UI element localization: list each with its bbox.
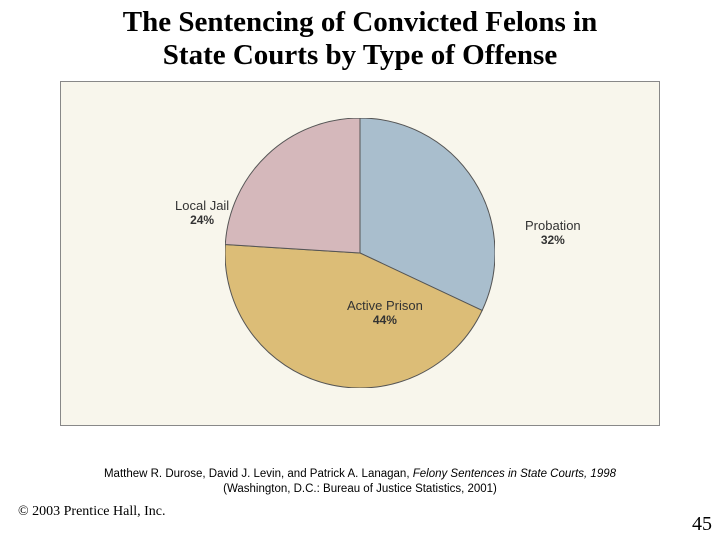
slice-label-pct: 32% bbox=[525, 233, 581, 247]
citation-work: Felony Sentences in State Courts, 1998 bbox=[413, 468, 616, 480]
pie-svg bbox=[225, 118, 495, 388]
citation: Matthew R. Durose, David J. Levin, and P… bbox=[0, 467, 720, 496]
title-line-1: The Sentencing of Convicted Felons in bbox=[123, 6, 598, 38]
pie-chart: Probation32%Active Prison44%Local Jail24… bbox=[225, 118, 495, 388]
slide-title: The Sentencing of Convicted Felons in St… bbox=[0, 0, 720, 77]
slice-label-text: Active Prison bbox=[347, 298, 423, 313]
copyright: © 2003 Prentice Hall, Inc. bbox=[18, 504, 166, 520]
slice-label-text: Local Jail bbox=[175, 198, 229, 213]
slice-label: Local Jail24% bbox=[175, 198, 229, 227]
title-line-2: State Courts by Type of Offense bbox=[163, 39, 557, 71]
chart-container: Probation32% Active Prison44% Local Jail24… bbox=[60, 81, 660, 426]
pie-slice bbox=[225, 118, 360, 253]
slice-label-text: Probation bbox=[525, 218, 581, 233]
citation-authors: Matthew R. Durose, David J. Levin, and P… bbox=[104, 468, 413, 480]
slice-label: Probation32% bbox=[525, 218, 581, 247]
slice-label: Active Prison44% bbox=[347, 298, 423, 327]
slice-label-pct: 44% bbox=[347, 313, 423, 327]
citation-rest: (Washington, D.C.: Bureau of Justice Sta… bbox=[223, 483, 497, 495]
page-number: 45 bbox=[692, 513, 712, 536]
slice-label-pct: 24% bbox=[175, 213, 229, 227]
